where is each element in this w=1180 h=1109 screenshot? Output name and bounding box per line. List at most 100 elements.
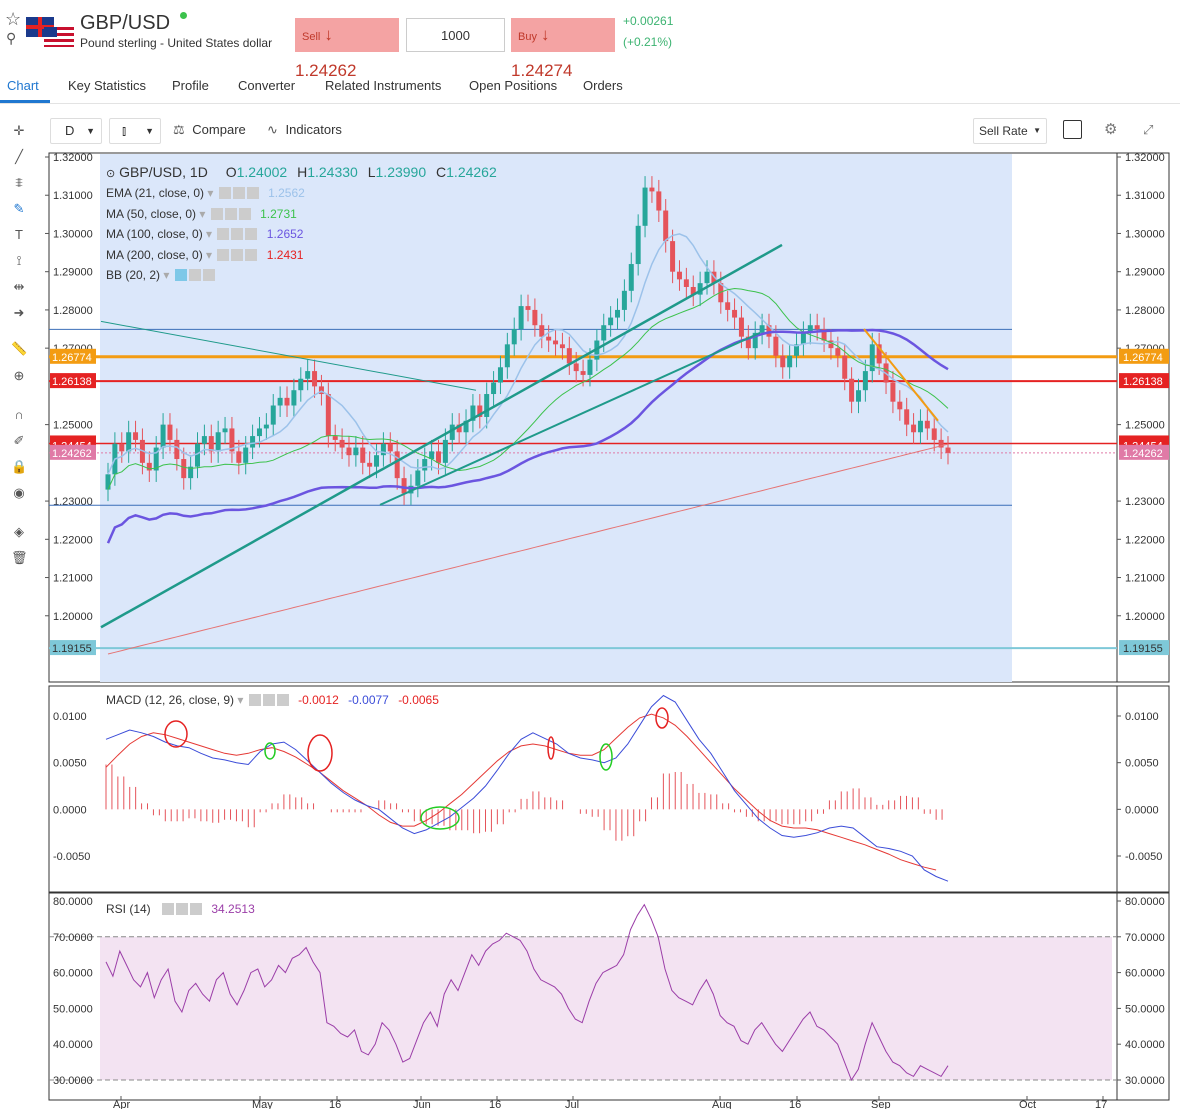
ruler-icon[interactable]: 📏: [11, 341, 28, 356]
high-value: 1.24330: [307, 164, 358, 180]
tab-key-statistics[interactable]: Key Statistics: [68, 78, 147, 93]
gear-icon[interactable]: [232, 187, 245, 199]
candle-body: [656, 191, 662, 211]
measure-icon[interactable]: ⇹: [13, 279, 25, 294]
annotation-circle: [599, 743, 613, 771]
indicators-button[interactable]: ∿ Indicators: [267, 118, 342, 144]
ma100-value: 1.2652: [266, 227, 304, 241]
close-icon[interactable]: [202, 269, 215, 281]
eye-icon[interactable]: [174, 269, 187, 281]
ma50-value: 1.2731: [260, 207, 297, 221]
candle-body: [429, 451, 435, 460]
macd-pane[interactable]: 0.0100 0.0100 0.0050 0.0050 0.0000 0.0000 -0.0…: [48, 685, 1170, 893]
tab-profile[interactable]: Profile: [172, 78, 209, 93]
pin-icon[interactable]: ⚲: [6, 30, 17, 46]
settings-icon[interactable]: ⚙: [1104, 121, 1118, 138]
interval-select[interactable]: D ▼: [50, 118, 102, 144]
close-icon[interactable]: [245, 249, 258, 261]
lock-drawing-icon[interactable]: ✐: [13, 433, 25, 448]
pattern-icon[interactable]: ⟟: [16, 253, 22, 268]
settings-icon[interactable]: [217, 228, 230, 240]
close-icon[interactable]: [245, 228, 258, 240]
macd-signal-line: [105, 713, 937, 871]
compare-button[interactable]: ⚖ Compare: [173, 118, 246, 144]
chart-area[interactable]: 1.32000 1.32000 1.31000 1.31000 1.30000 1.300…: [0, 150, 1180, 1109]
price-pane[interactable]: 1.32000 1.32000 1.31000 1.31000 1.30000 1.300…: [45, 152, 1170, 683]
tab-chart[interactable]: Chart: [7, 78, 39, 93]
sell-price: 1.24262: [295, 61, 357, 80]
settings-icon[interactable]: [248, 694, 261, 706]
ma50-label: MA (50, close, 0): [106, 207, 197, 221]
gear-icon[interactable]: [231, 249, 244, 261]
settings-icon[interactable]: [210, 208, 223, 220]
candle-body: [174, 439, 180, 460]
candle-body: [484, 394, 490, 417]
time-axis[interactable]: Apr May 16 Jun 16 Jul Aug 16 Sep Oct 17: [113, 1096, 1107, 1109]
candle-body: [917, 420, 923, 433]
tab-orders[interactable]: Orders: [583, 78, 623, 93]
tab-related-instruments[interactable]: Related Instruments: [325, 78, 442, 93]
eye-icon[interactable]: ◉: [13, 485, 25, 500]
candle-body: [491, 382, 497, 395]
rate-mode-select[interactable]: Sell Rate ▼: [973, 118, 1047, 144]
arrow-down-icon: ↓: [324, 25, 333, 44]
close-icon[interactable]: [190, 903, 203, 915]
collapse-icon[interactable]: ⊙: [106, 168, 116, 180]
candle-body: [422, 459, 428, 471]
price-tag-label: 1.26138: [1123, 376, 1163, 388]
candle-body: [105, 474, 111, 490]
macd-label: MACD (12, 26, close, 9): [106, 693, 235, 707]
candle-body: [477, 405, 483, 417]
close-icon[interactable]: [276, 694, 289, 706]
zoom-icon[interactable]: ⊕: [13, 368, 25, 383]
close-icon[interactable]: [246, 187, 259, 199]
magnet-icon[interactable]: ∩: [14, 407, 24, 422]
interval-value: D: [65, 123, 75, 138]
settings-icon[interactable]: [162, 903, 175, 915]
tab-converter[interactable]: Converter: [238, 78, 296, 93]
ma50-line: [107, 287, 949, 490]
gear-icon[interactable]: [188, 269, 201, 281]
close-icon[interactable]: [238, 208, 251, 220]
rsi-pane[interactable]: 80.0000 80.0000 70.0000 70.0000 60.0000 60.00…: [48, 892, 1170, 1101]
price-tag-left: [50, 373, 96, 389]
arrow-right-icon[interactable]: ➜: [13, 305, 25, 320]
ema-value: 1.2562: [268, 186, 305, 200]
ma100-legend: MA (100, close, 0) ▾ 1.2652: [106, 227, 304, 241]
candle-body: [897, 401, 903, 410]
ema-legend: EMA (21, close, 0) ▾ 1.2562: [106, 186, 305, 200]
gear-icon[interactable]: [262, 694, 275, 706]
fullscreen-box-button[interactable]: [1063, 120, 1082, 139]
trash-icon[interactable]: 🗑: [11, 550, 28, 565]
candle-body: [449, 424, 455, 440]
fib-icon[interactable]: ⩨: [15, 175, 23, 190]
text-icon[interactable]: T: [15, 227, 23, 242]
tab-open-positions[interactable]: Open Positions: [469, 78, 558, 93]
candle-body: [188, 466, 194, 479]
trendline-icon[interactable]: ╱: [15, 149, 23, 164]
indicators-icon: ∿: [267, 122, 278, 137]
change-abs: +0.00261: [623, 14, 674, 28]
layers-icon[interactable]: ◈: [14, 524, 24, 539]
lock-icon[interactable]: 🔒: [11, 459, 28, 474]
candle-body: [911, 424, 917, 433]
quantity-input[interactable]: 1000: [406, 18, 505, 52]
sell-button[interactable]: Sell ↓ 1.24262: [295, 18, 399, 80]
candle-body: [277, 397, 283, 406]
rsi-value: 34.2513: [211, 902, 255, 916]
gear-icon[interactable]: [231, 228, 244, 240]
expand-icon[interactable]: ⤢: [1143, 122, 1154, 137]
star-icon[interactable]: ☆: [5, 9, 22, 29]
gear-icon[interactable]: [224, 208, 237, 220]
candle-body: [580, 371, 586, 375]
settings-icon[interactable]: [218, 187, 231, 199]
settings-icon[interactable]: [217, 249, 230, 261]
macd-axis-label: -0.0050: [1125, 851, 1162, 863]
brush-icon[interactable]: ✎: [13, 201, 25, 216]
chart-type-select[interactable]: ⫾ ▼: [109, 118, 161, 144]
buy-button[interactable]: Buy ↓ 1.24274: [511, 18, 615, 80]
buy-label: Buy: [518, 31, 537, 43]
bb-label: BB (20, 2): [106, 268, 161, 282]
gear-icon[interactable]: [176, 903, 189, 915]
crosshair-icon[interactable]: ✛: [13, 123, 25, 138]
